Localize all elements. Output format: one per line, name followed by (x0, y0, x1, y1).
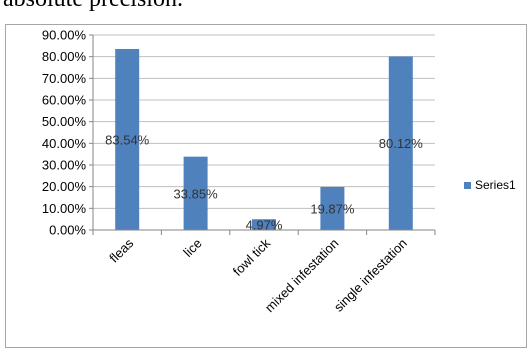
y-tick-label: 80.00% (42, 49, 87, 64)
y-tick-label: 10.00% (42, 201, 87, 216)
y-tick-label: 20.00% (42, 179, 87, 194)
data-label: 4.97% (246, 218, 283, 233)
y-tick-label: 90.00% (42, 28, 87, 43)
x-tick-label: fleas (106, 235, 136, 265)
bar (115, 48, 140, 230)
axes: 0.00% 10.00% 20.00% 30.00% 40.00% 50.00% 60.00… (42, 28, 436, 316)
data-labels: 83.54% 33.85% 4.97% 19.87% 80.12% (105, 132, 423, 232)
legend: Series1 (464, 178, 516, 192)
header-text: absolute precision. (0, 0, 532, 14)
y-tick-label: 40.00% (42, 136, 87, 151)
x-tick-label: fowl tick (230, 235, 274, 279)
x-tick-label: single infestation (331, 236, 410, 315)
data-label: 19.87% (310, 201, 355, 216)
y-tick-label: 50.00% (42, 114, 87, 129)
data-label: 80.12% (379, 136, 424, 151)
bar (320, 186, 345, 230)
y-tick-label: 70.00% (42, 71, 87, 86)
y-tick-label: 30.00% (42, 158, 87, 173)
x-tick-label: mixed infestation (262, 236, 342, 316)
bar (183, 156, 208, 230)
bars (115, 48, 413, 231)
x-tick-label: lice (180, 236, 204, 260)
bar (388, 56, 413, 231)
gridlines (93, 34, 435, 209)
data-label: 83.54% (105, 132, 150, 147)
y-tick-label: 60.00% (42, 93, 87, 108)
data-label: 33.85% (174, 186, 219, 201)
legend-label: Series1 (475, 178, 516, 192)
legend-swatch (464, 182, 471, 189)
bar (252, 219, 276, 230)
y-tick-label: 0.00% (49, 223, 86, 238)
